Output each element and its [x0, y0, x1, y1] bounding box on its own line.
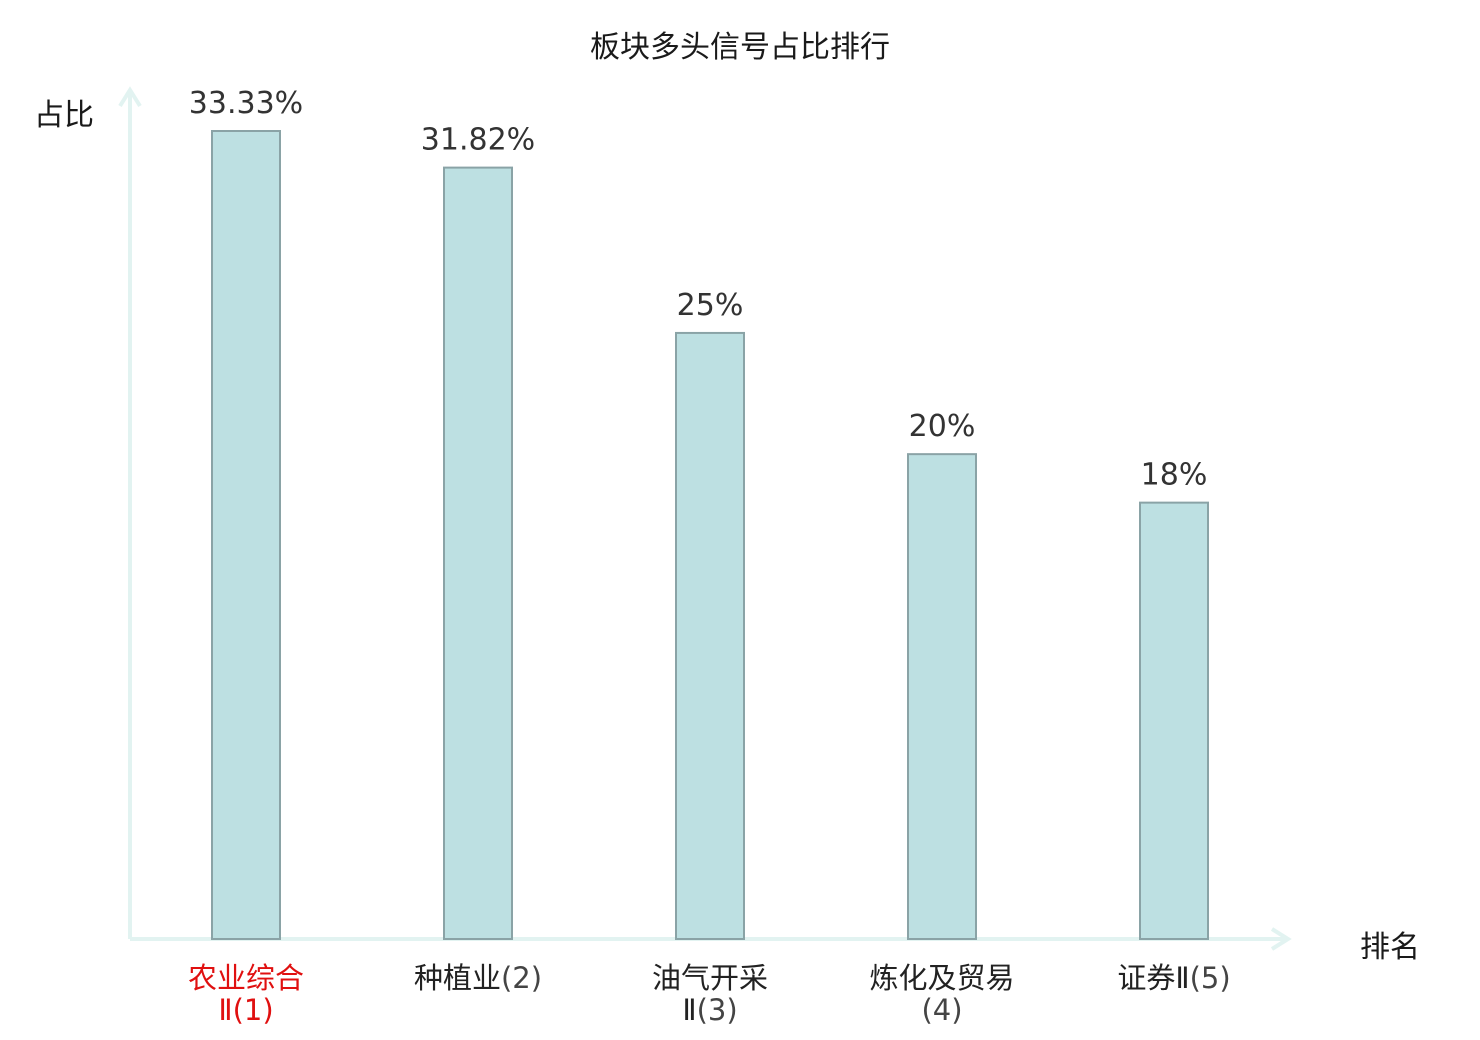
- category-rank: (5): [1189, 961, 1231, 995]
- x-axis-label: 排名: [1360, 930, 1420, 965]
- y-axis-label: 占比: [34, 98, 94, 133]
- bar-value-label: 31.82%: [421, 123, 535, 158]
- category-name: 炼化及贸易: [869, 961, 1015, 995]
- category-rank: (4): [921, 993, 963, 1027]
- x-tick-label: 种植业(2): [398, 962, 558, 994]
- x-tick-label: 炼化及贸易(4): [862, 962, 1022, 1026]
- x-tick-label: 证券Ⅱ(5): [1094, 962, 1254, 994]
- category-name: 证券Ⅱ: [1117, 961, 1190, 995]
- y-axis-arrow: [118, 86, 142, 108]
- x-tick-label: 农业综合Ⅱ(1): [166, 962, 326, 1026]
- category-name: 油气开采Ⅱ: [651, 961, 768, 1027]
- bar: [443, 166, 513, 940]
- x-tick-label: 油气开采Ⅱ(3): [630, 962, 790, 1026]
- category-name: 种植业: [413, 961, 501, 995]
- x-axis-arrow: [1270, 927, 1292, 951]
- bar: [907, 453, 977, 940]
- bar-value-label: 20%: [909, 409, 976, 444]
- category-rank: (1): [232, 993, 274, 1027]
- bar-value-label: 25%: [677, 288, 744, 323]
- category-rank: (2): [500, 961, 543, 995]
- bar: [1139, 501, 1209, 940]
- bar: [211, 130, 281, 940]
- category-rank: (3): [696, 993, 738, 1027]
- bar-value-label: 33.33%: [189, 86, 303, 121]
- category-name: 农业综合Ⅱ: [187, 961, 304, 1027]
- bar-value-label: 18%: [1141, 458, 1208, 493]
- chart-title: 板块多头信号占比排行: [590, 30, 890, 65]
- bar: [675, 331, 745, 940]
